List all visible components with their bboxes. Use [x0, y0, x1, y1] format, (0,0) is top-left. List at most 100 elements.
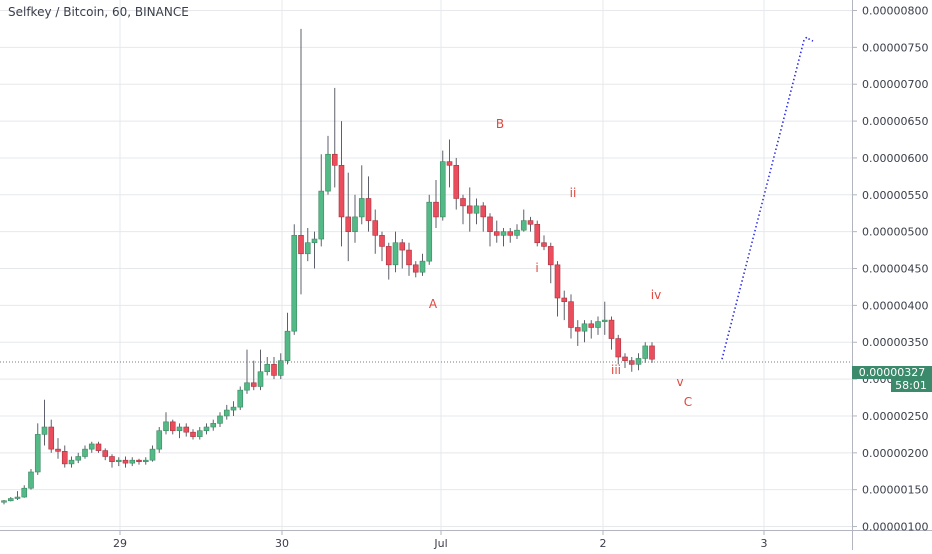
- candle: [392, 231, 399, 273]
- candle: [487, 213, 493, 247]
- candle-body-up: [635, 358, 642, 365]
- candle-body-down: [365, 198, 372, 221]
- candle: [7, 497, 14, 502]
- candle: [230, 401, 237, 416]
- time-tick-label: 3: [761, 537, 768, 550]
- candle: [190, 429, 196, 440]
- candle-body-down: [271, 364, 277, 376]
- last-price-label: 0.00000327: [859, 366, 925, 379]
- candle-body-down: [190, 431, 196, 437]
- candle-body-up: [223, 409, 230, 417]
- price-tick-label: 0.00000150: [862, 484, 928, 497]
- candle-body-up: [244, 382, 250, 391]
- candle: [453, 157, 460, 210]
- candle-body-up: [14, 496, 21, 499]
- candle-body-up: [115, 459, 122, 462]
- candle: [649, 342, 655, 363]
- candle: [109, 454, 115, 468]
- candle-body-down: [95, 443, 102, 451]
- candles: [1, 28, 655, 505]
- candle: [318, 154, 325, 247]
- candle: [568, 294, 574, 339]
- candle: [588, 320, 595, 339]
- candle-body-up: [257, 371, 264, 387]
- candle: [608, 316, 615, 350]
- candle-body-down: [480, 205, 487, 218]
- candle: [561, 290, 568, 321]
- candle: [257, 349, 264, 391]
- candle-body-up: [277, 360, 284, 376]
- candle-body-down: [298, 235, 304, 255]
- candle: [345, 172, 352, 262]
- candle-body-up: [163, 421, 169, 432]
- wave-label: iii: [611, 363, 621, 377]
- candle-body-down: [372, 220, 379, 236]
- candle-body-up: [284, 330, 291, 361]
- candle-body-down: [527, 220, 534, 225]
- candle: [1, 500, 7, 505]
- candle-body-down: [399, 242, 406, 251]
- candle: [352, 194, 358, 243]
- candle-body-down: [487, 216, 493, 232]
- price-tick-label: 0.00000550: [862, 189, 928, 202]
- candle: [264, 356, 271, 376]
- candle: [628, 356, 635, 372]
- candle-body-up: [142, 459, 149, 462]
- candle-body-down: [331, 153, 338, 166]
- candle-body-down: [628, 360, 635, 365]
- grid: [0, 0, 852, 530]
- candle: [473, 198, 480, 225]
- candle-body-down: [385, 246, 392, 266]
- candle: [507, 227, 514, 243]
- price-axis[interactable]: 0.00000800 0.00000750 0.00000700 0.00000650…: [852, 5, 928, 534]
- wave-label: ii: [570, 186, 577, 200]
- candle: [365, 176, 372, 232]
- candle: [541, 235, 547, 251]
- candle: [358, 165, 365, 225]
- candle: [223, 404, 230, 420]
- candle: [460, 194, 466, 225]
- candle-body-up: [34, 434, 41, 473]
- price-tick-label: 0.00000500: [862, 226, 928, 239]
- price-tick-label: 0.00000650: [862, 115, 928, 128]
- candle: [95, 441, 102, 453]
- candle: [237, 386, 244, 411]
- time-tick-label: Jul: [433, 537, 447, 550]
- candle-body-up: [352, 216, 358, 232]
- candle: [527, 216, 534, 232]
- candle-body-up: [601, 319, 608, 322]
- candle: [244, 349, 250, 394]
- time-axis[interactable]: 29 30 Jul 2 3: [113, 530, 768, 550]
- candle-body-down: [608, 319, 615, 339]
- candle: [217, 412, 223, 428]
- candle: [385, 242, 392, 280]
- countdown-label: 58:01: [895, 379, 927, 392]
- candle-body-down: [649, 345, 655, 360]
- candle-body-up: [419, 260, 426, 273]
- candle: [426, 194, 433, 265]
- candle: [595, 316, 601, 335]
- candle-body-up: [41, 426, 48, 435]
- candle: [75, 452, 82, 464]
- candle: [581, 320, 588, 343]
- wave-label: A: [429, 297, 438, 311]
- candle: [379, 231, 385, 262]
- candle: [622, 353, 628, 369]
- candle: [284, 312, 291, 365]
- candle-body-down: [183, 426, 190, 433]
- candle: [311, 231, 318, 269]
- candle-body-down: [574, 327, 581, 332]
- candle-body-up: [176, 426, 183, 432]
- candle-body-up: [595, 321, 601, 328]
- candle: [82, 445, 88, 459]
- candle-body-down: [345, 216, 352, 232]
- candle-body-down: [466, 205, 473, 214]
- candle: [534, 220, 541, 247]
- candle-body-down: [460, 198, 466, 207]
- candle-body-down: [541, 242, 547, 247]
- candle: [325, 135, 331, 195]
- candle: [156, 427, 163, 453]
